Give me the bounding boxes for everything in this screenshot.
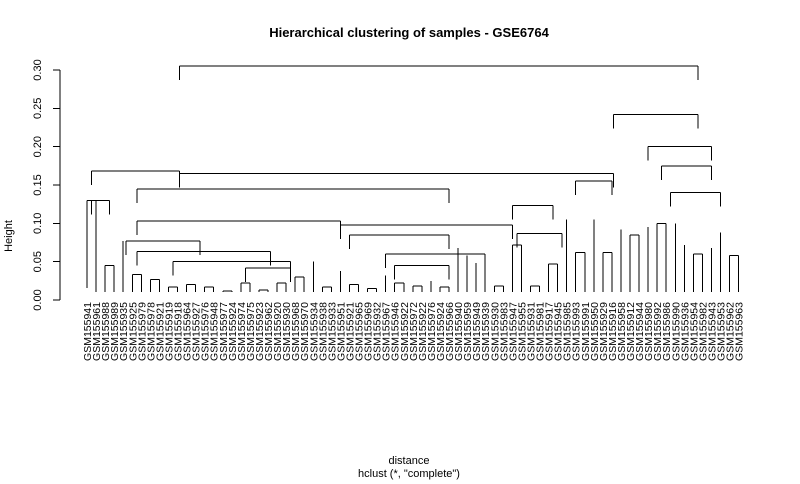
leaf-label: GSM155963 [734, 302, 746, 361]
leaf-label: GSM155921 [344, 302, 356, 361]
leaf-label: GSM155941 [82, 302, 94, 361]
leaf-label: GSM155927 [191, 302, 203, 361]
leaf-label: GSM155965 [354, 302, 366, 361]
leaf-label: GSM155972 [408, 302, 420, 361]
leaf-label: GSM155934 [308, 302, 320, 361]
leaf-label: GSM155977 [218, 302, 230, 361]
leaf-label: GSM155985 [562, 302, 574, 361]
leaf-label: GSM155936 [679, 302, 691, 361]
leaf-label: GSM155919 [163, 302, 175, 361]
y-tick-label: 0.20 [32, 136, 44, 157]
y-tick-label: 0.15 [32, 174, 44, 195]
leaf-label: GSM155959 [462, 302, 474, 361]
leaf-label: GSM155921 [154, 302, 166, 361]
leaf-label: GSM155923 [254, 302, 266, 361]
leaf-label: GSM155939 [480, 302, 492, 361]
leaf-label: GSM155924 [435, 302, 447, 361]
leaf-label: GSM155932 [372, 302, 384, 361]
leaf-label: GSM155930 [489, 302, 501, 361]
leaf-label: GSM155955 [516, 302, 528, 361]
leaf-label: GSM155992 [652, 302, 664, 361]
leaf-label: GSM155964 [182, 302, 194, 361]
x-axis-label: distance [389, 455, 430, 467]
leaf-label: GSM155944 [634, 302, 646, 361]
dendrogram-tree [86, 65, 740, 292]
leaf-label: GSM155935 [118, 302, 130, 361]
leaf-label: GSM155938 [317, 302, 329, 361]
leaf-label: GSM155991 [580, 302, 592, 361]
y-axis-label: Height [3, 220, 15, 252]
y-tick-label: 0.25 [32, 98, 44, 119]
leaf-label: GSM155918 [173, 302, 185, 361]
leaf-label: GSM155993 [571, 302, 583, 361]
leaf-label: GSM155943 [706, 302, 718, 361]
leaf-label: GSM155929 [598, 302, 610, 361]
leaf-label: GSM155988 [100, 302, 112, 361]
leaf-label: GSM155945 [553, 302, 565, 361]
leaf-label: GSM155966 [444, 302, 456, 361]
leaf-label: GSM155989 [109, 302, 121, 361]
leaf-label: GSM155951 [335, 302, 347, 361]
leaf-label: GSM155917 [544, 302, 556, 361]
leaf-label: GSM155990 [670, 302, 682, 361]
leaf-labels: GSM155941GSM155961GSM155988GSM155989GSM1… [82, 302, 746, 361]
leaf-label: GSM155980 [643, 302, 655, 361]
leaf-label: GSM155925 [127, 302, 139, 361]
leaf-label: GSM155920 [272, 302, 284, 361]
y-tick-label: 0.30 [32, 59, 44, 80]
leaf-label: GSM155930 [281, 302, 293, 361]
x-axis-sublabel: hclust (*, "complete") [358, 468, 460, 480]
leaf-label: GSM155948 [209, 302, 221, 361]
leaf-label: GSM155922 [399, 302, 411, 361]
leaf-label: GSM155970 [299, 302, 311, 361]
chart-title: Hierarchical clustering of samples - GSE… [269, 25, 549, 40]
leaf-label: GSM155954 [688, 302, 700, 361]
leaf-label: GSM155924 [227, 302, 239, 361]
leaf-label: GSM155950 [589, 302, 601, 361]
y-tick-label: 0.10 [32, 213, 44, 234]
leaf-label: GSM155967 [381, 302, 393, 361]
leaf-label: GSM155986 [661, 302, 673, 361]
leaf-label: GSM155982 [697, 302, 709, 361]
leaf-label: GSM155962 [263, 302, 275, 361]
y-tick-label: 0.05 [32, 251, 44, 272]
leaf-label: GSM155983 [498, 302, 510, 361]
leaf-label: GSM155912 [625, 302, 637, 361]
leaf-label: GSM155975 [245, 302, 257, 361]
leaf-label: GSM155969 [363, 302, 375, 361]
leaf-label: GSM155958 [616, 302, 628, 361]
leaf-label: GSM155974 [236, 302, 248, 361]
leaf-label: GSM155916 [607, 302, 619, 361]
leaf-label: GSM155931 [525, 302, 537, 361]
leaf-label: GSM155979 [136, 302, 148, 361]
leaf-label: GSM155953 [716, 302, 728, 361]
leaf-label: GSM155976 [426, 302, 438, 361]
leaf-label: GSM155962 [725, 302, 737, 361]
leaf-label: GSM155976 [200, 302, 212, 361]
leaf-label: GSM155961 [91, 302, 103, 361]
y-axis: 0.00 0.05 0.10 0.15 0.20 0.25 0.30 [32, 59, 61, 311]
leaf-label: GSM155947 [507, 302, 519, 361]
leaf-label: GSM155933 [326, 302, 338, 361]
leaf-label: GSM155978 [145, 302, 157, 361]
leaf-label: GSM155946 [390, 302, 402, 361]
leaf-label: GSM155981 [535, 302, 547, 361]
leaf-label: GSM155968 [290, 302, 302, 361]
y-tick-label: 0.00 [32, 289, 44, 310]
leaf-label: GSM155949 [471, 302, 483, 361]
leaf-label: GSM155922 [417, 302, 429, 361]
leaf-label: GSM155940 [453, 302, 465, 361]
